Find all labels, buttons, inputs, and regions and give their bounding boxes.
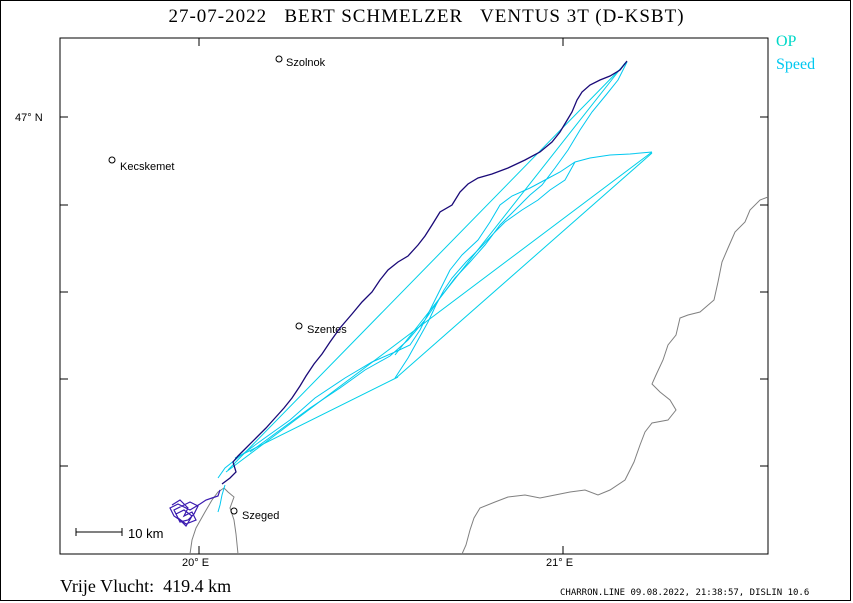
distance-label: Vrije Vlucht: 419.4 km (60, 576, 232, 596)
speed-track (217, 61, 653, 513)
lon-label-20: 20° E (182, 557, 209, 569)
town-marker-szentes (295, 322, 303, 330)
scale-bar-label: 10 km (128, 526, 163, 541)
country-border (461, 196, 769, 555)
town-label-szeged: Szeged (242, 510, 279, 522)
start-cluster (169, 489, 221, 527)
lat-label: 47° N (15, 112, 43, 124)
town-marker-szolnok (275, 55, 283, 63)
page-title: 27-07-2022 BERT SCHMELZER VENTUS 3T (D-K… (168, 6, 685, 27)
town-marker-kecskemet (108, 156, 116, 164)
town-label-szolnok: Szolnok (286, 57, 326, 69)
lon-label-21: 21° E (546, 557, 573, 569)
legend-op: OP (776, 33, 797, 50)
credit-label: CHARRON.LINE 09.08.2022, 21:38:57, DISLI… (560, 588, 810, 598)
town-marker-szeged (230, 507, 238, 515)
scale-bar (75, 528, 123, 536)
left-ticks (60, 116, 768, 467)
legend-speed: Speed (776, 56, 816, 73)
bottom-ticks (198, 38, 564, 554)
town-label-kecskemet: Kecskemet (120, 161, 174, 173)
flight-track (221, 60, 628, 485)
map-border (59, 37, 769, 555)
op-legs (225, 61, 653, 473)
